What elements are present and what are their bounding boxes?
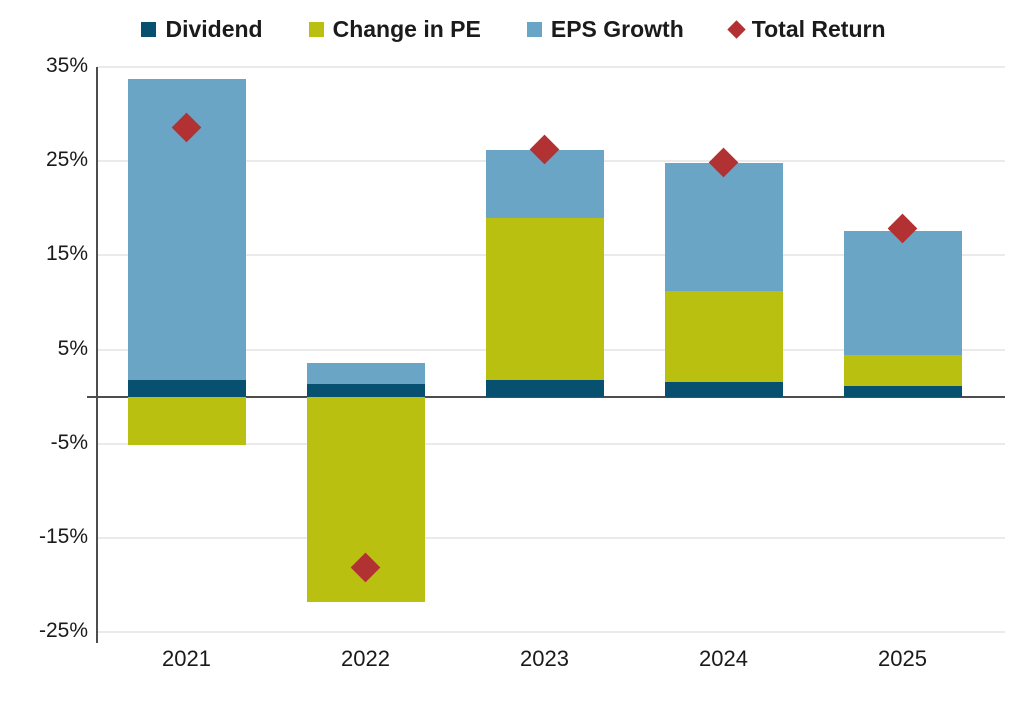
- y-tick-label-15: 15%: [45, 242, 88, 266]
- eps-growth-swatch-icon: [526, 22, 542, 37]
- bar-segment-change-in-pe-2024: [664, 291, 783, 382]
- x-tick-label-2021: 2021: [162, 646, 211, 671]
- zero-line: [87, 395, 1005, 398]
- legend-item-total-return: Total Return: [727, 16, 886, 43]
- legend-label-dividend: Dividend: [165, 16, 263, 42]
- y-axis-line: [96, 67, 98, 643]
- x-tick-label-2022: 2022: [341, 646, 390, 671]
- bar-segment-dividend-2024: [664, 381, 783, 397]
- gridline-35: [97, 66, 1005, 68]
- bar-segment-eps-growth-2022: [306, 362, 425, 385]
- bar-segment-dividend-2023: [485, 379, 604, 397]
- bar-segment-change-in-pe-2021: [127, 396, 246, 445]
- y-tick-label--15: -15%: [38, 524, 88, 548]
- x-tick-label-2023: 2023: [520, 646, 569, 671]
- y-tick-label-25: 25%: [45, 148, 88, 172]
- legend-item-eps-growth: EPS Growth: [526, 16, 684, 43]
- y-tick-label--5: -5%: [50, 430, 88, 454]
- legend-item-change-in-pe: Change in PE: [308, 16, 481, 43]
- gridline--15: [97, 536, 1005, 539]
- legend-item-dividend: Dividend: [141, 16, 263, 43]
- bar-segment-eps-growth-2024: [664, 163, 783, 292]
- x-tick-label-2024: 2024: [699, 646, 748, 671]
- dividend-swatch-icon: [141, 22, 157, 37]
- y-tick-label-35: 35%: [45, 54, 88, 77]
- change-in-pe-swatch-icon: [308, 22, 324, 37]
- x-tick-label-2025: 2025: [878, 646, 927, 671]
- bar-segment-change-in-pe-2023: [485, 217, 604, 380]
- legend-label-eps-growth: EPS Growth: [550, 16, 684, 42]
- legend: Dividend Change in PE EPS Growth Total R…: [0, 16, 1027, 43]
- bar-segment-eps-growth-2025: [843, 230, 962, 356]
- bar-segment-dividend-2021: [127, 379, 246, 397]
- bar-segment-dividend-2022: [306, 384, 425, 397]
- legend-label-change-in-pe: Change in PE: [332, 16, 481, 42]
- gridline--5: [97, 442, 1005, 445]
- y-tick-label-5: 5%: [57, 336, 88, 360]
- bar-segment-change-in-pe-2025: [843, 355, 962, 387]
- gridline--25: [97, 631, 1005, 633]
- y-tick-label--25: -25%: [38, 619, 88, 642]
- bar-segment-dividend-2025: [843, 386, 962, 397]
- legend-label-total-return: Total Return: [751, 16, 886, 42]
